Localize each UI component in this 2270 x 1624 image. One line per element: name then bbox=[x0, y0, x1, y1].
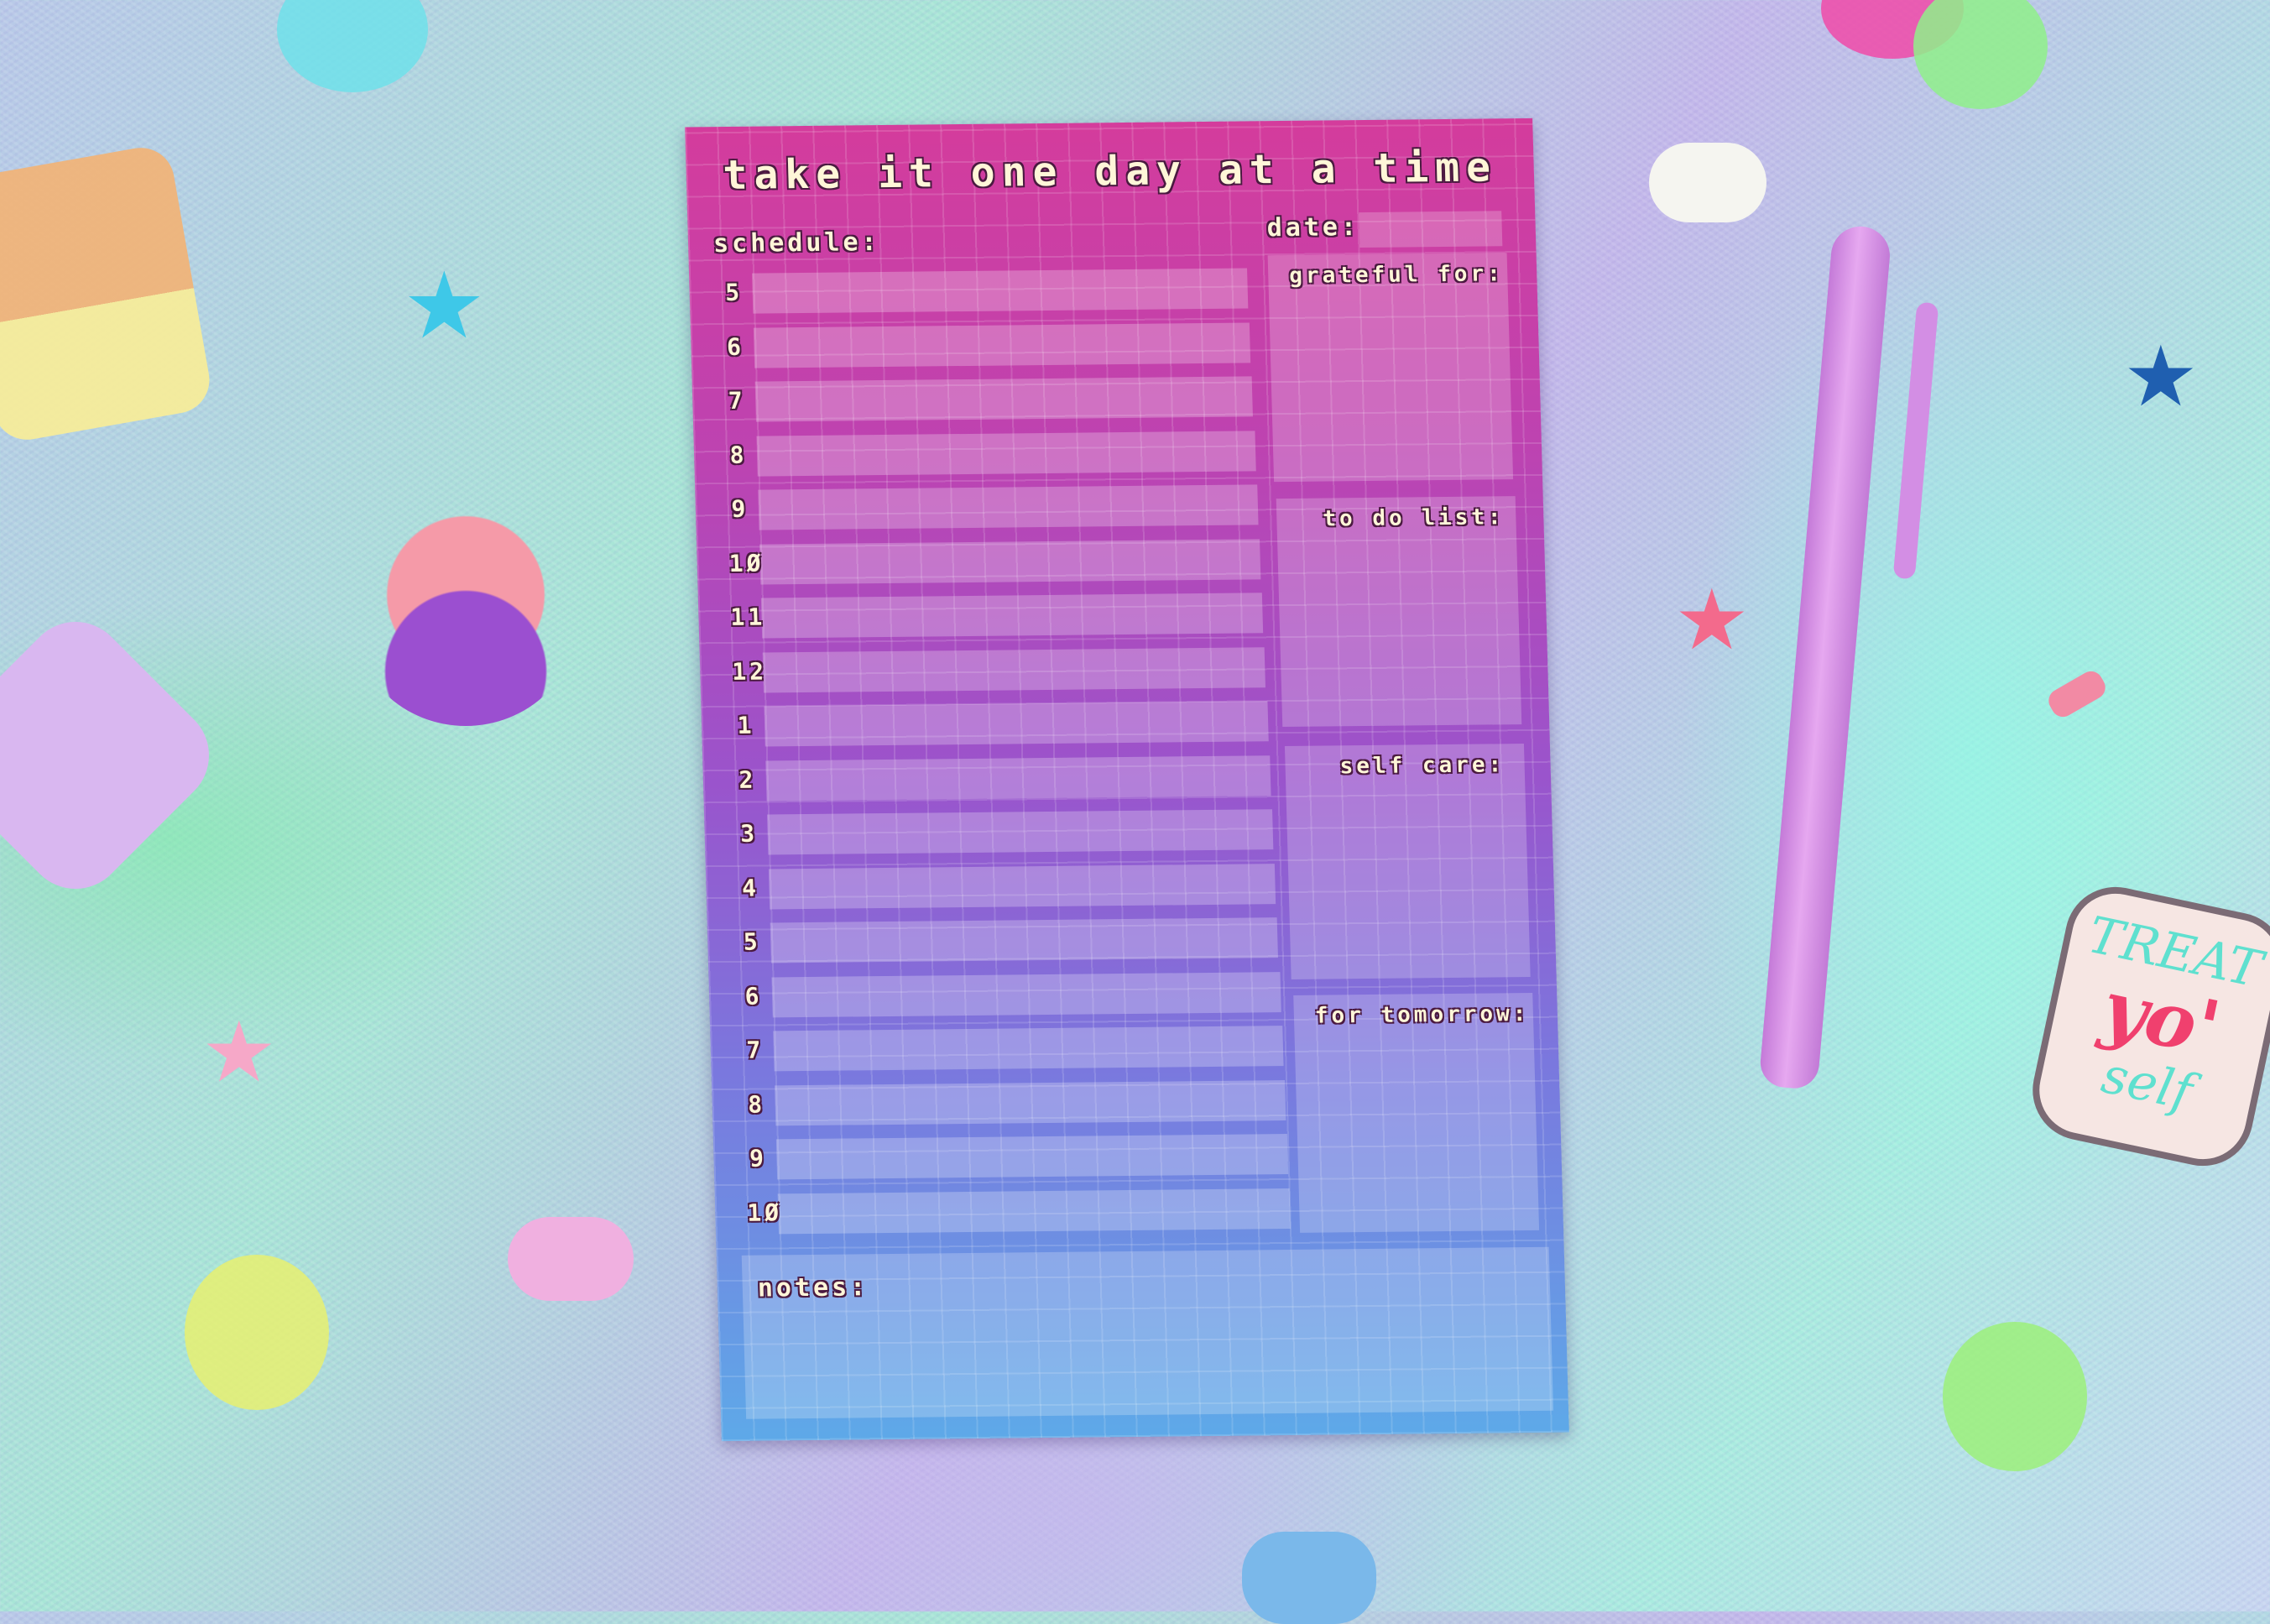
schedule-hour-label: 1Ø bbox=[728, 549, 764, 577]
confetti-dot bbox=[277, 0, 428, 92]
star-icon: ★ bbox=[2123, 327, 2199, 426]
confetti-dot bbox=[1943, 1322, 2087, 1471]
schedule-row[interactable] bbox=[756, 430, 1256, 477]
confetti-dot bbox=[185, 1255, 329, 1410]
for-tomorrow-label: for tomorrow: bbox=[1314, 1000, 1530, 1029]
schedule-rows: 5 6 7 8 9 1Ø 11 12 1 2 3 4 5 6 7 8 9 1Ø bbox=[685, 118, 1532, 1234]
date-field[interactable] bbox=[1359, 211, 1503, 248]
schedule-row[interactable] bbox=[760, 593, 1264, 639]
self-care-label: self care: bbox=[1339, 752, 1506, 780]
schedule-hour-label: 4 bbox=[741, 874, 760, 902]
schedule-row[interactable] bbox=[770, 917, 1279, 963]
cloud-charm bbox=[1242, 1532, 1376, 1624]
schedule-hour-label: 12 bbox=[731, 656, 768, 686]
schedule-row[interactable] bbox=[777, 1188, 1292, 1234]
notes-label: notes: bbox=[757, 1272, 869, 1303]
schedule-hour-label: 11 bbox=[730, 603, 766, 631]
to-do-list-label: to do list: bbox=[1322, 504, 1505, 532]
for-tomorrow-box[interactable]: for tomorrow: bbox=[1293, 992, 1540, 1233]
schedule-row[interactable] bbox=[752, 268, 1249, 314]
schedule-hour-label: 6 bbox=[744, 982, 763, 1010]
key-tag bbox=[0, 601, 230, 910]
schedule-row[interactable] bbox=[758, 484, 1259, 530]
schedule-row[interactable] bbox=[753, 321, 1251, 368]
cloud-charm bbox=[508, 1217, 634, 1301]
schedule-hour-label: 7 bbox=[728, 386, 747, 415]
notes-box[interactable]: notes: bbox=[741, 1246, 1554, 1419]
push-pin bbox=[2044, 666, 2110, 722]
schedule-hour-label: 2 bbox=[738, 765, 757, 794]
cloud-charm bbox=[1649, 143, 1766, 222]
to-do-list-box[interactable]: to do list: bbox=[1276, 496, 1522, 728]
schedule-row[interactable] bbox=[775, 1134, 1289, 1180]
planner-title: take it one day at a time bbox=[722, 144, 1498, 199]
schedule-hour-label: 3 bbox=[739, 819, 759, 848]
star-icon: ★ bbox=[1674, 571, 1750, 669]
schedule-row[interactable] bbox=[759, 538, 1261, 585]
pen bbox=[1758, 223, 1892, 1091]
schedule-hour-label: 8 bbox=[729, 441, 748, 469]
self-care-box[interactable]: self care: bbox=[1284, 744, 1531, 979]
schedule-label: schedule: bbox=[712, 227, 881, 259]
grateful-for-box[interactable]: grateful for: bbox=[1267, 253, 1514, 483]
jingle-bell bbox=[352, 508, 579, 726]
schedule-row[interactable] bbox=[764, 701, 1269, 747]
schedule-hour-label: 1 bbox=[737, 711, 755, 739]
schedule-hour-label: 7 bbox=[745, 1036, 764, 1064]
confetti-dot bbox=[1913, 0, 2048, 109]
schedule-hour-label: 1Ø bbox=[746, 1198, 783, 1227]
schedule-row[interactable] bbox=[773, 1026, 1284, 1072]
schedule-hour-label: 5 bbox=[743, 927, 762, 956]
schedule-row[interactable] bbox=[754, 376, 1254, 422]
date-label: date: bbox=[1266, 212, 1360, 243]
schedule-hour-label: 8 bbox=[747, 1090, 766, 1119]
treat-yo-self-sticker: TREAT yo' self bbox=[2023, 877, 2270, 1176]
schedule-hour-label: 5 bbox=[724, 278, 744, 306]
schedule-row[interactable] bbox=[771, 971, 1281, 1017]
grateful-for-label: grateful for: bbox=[1288, 261, 1505, 289]
schedule-hour-label: 6 bbox=[726, 332, 745, 361]
daily-planner-notepad: take it one day at a time schedule: date… bbox=[685, 117, 1569, 1442]
star-icon: ★ bbox=[403, 252, 486, 359]
schedule-row[interactable] bbox=[775, 1079, 1286, 1125]
schedule-row[interactable] bbox=[765, 755, 1271, 801]
schedule-row[interactable] bbox=[762, 646, 1266, 693]
schedule-row[interactable] bbox=[768, 863, 1276, 909]
schedule-hour-label: 9 bbox=[749, 1144, 768, 1172]
schedule-row[interactable] bbox=[767, 809, 1274, 855]
pen-clip bbox=[1892, 301, 1939, 580]
schedule-hour-label: 9 bbox=[730, 494, 749, 523]
cupcake-charm bbox=[0, 142, 215, 446]
star-icon: ★ bbox=[201, 1003, 277, 1101]
